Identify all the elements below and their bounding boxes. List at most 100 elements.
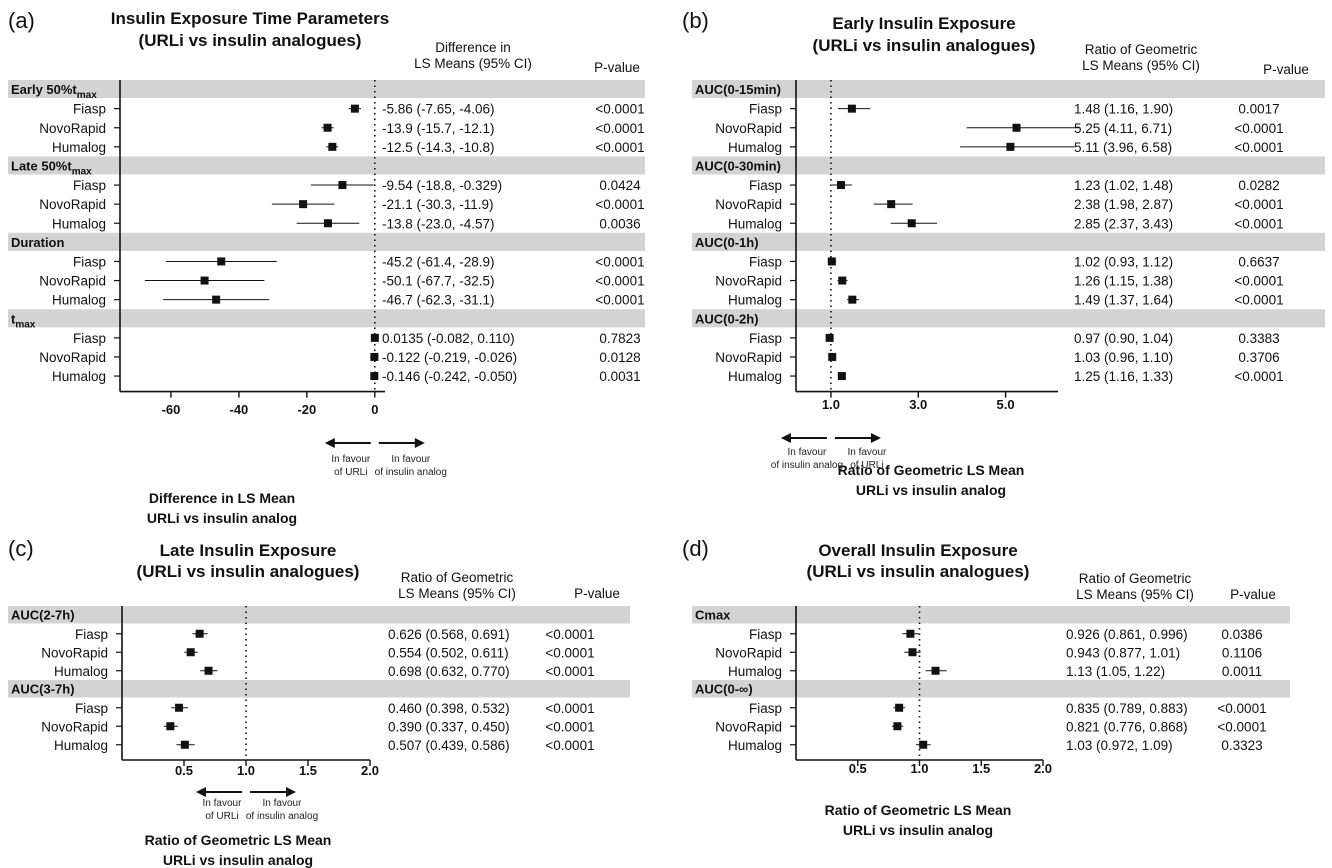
group-band [692, 606, 1290, 624]
row-label: Humalog [52, 293, 106, 308]
x-axis-label: URLi vs insulin analog [843, 822, 993, 838]
p-value-text: 0.0282 [1238, 178, 1279, 193]
estimate-text: -0.146 (-0.242, -0.050) [382, 369, 517, 384]
point-estimate [887, 200, 896, 209]
estimate-text: 5.25 (4.11, 6.71) [1074, 121, 1172, 136]
row-label: Humalog [728, 369, 782, 384]
point-estimate [166, 722, 175, 731]
p-value-text: <0.0001 [545, 645, 594, 660]
estimate-text: 2.85 (2.37, 3.43) [1074, 216, 1173, 231]
x-tick-label: -40 [230, 402, 249, 417]
x-axis-label: Ratio of Geometric LS Mean [825, 802, 1012, 818]
point-estimate [350, 104, 359, 113]
estimate-text: -46.7 (-62.3, -31.1) [382, 293, 495, 308]
estimate-column-header: LS Means (95% CI) [1076, 587, 1194, 602]
group-band [692, 309, 1325, 328]
p-value-text: 0.0031 [599, 369, 640, 384]
point-estimate [323, 219, 332, 228]
p-value-text: <0.0001 [595, 102, 644, 117]
point-estimate [204, 666, 213, 675]
row-label: NovoRapid [715, 719, 782, 734]
point-estimate [825, 333, 834, 342]
group-label-main: Duration [11, 235, 65, 250]
row-label: Humalog [54, 738, 108, 753]
row-label: NovoRapid [715, 197, 782, 212]
row-label: Humalog [728, 293, 782, 308]
chart-title: (URLi vs insulin analogues) [139, 31, 362, 50]
point-estimate [195, 629, 204, 638]
point-estimate [931, 666, 940, 675]
group-label: Late 50%tmax [11, 159, 92, 178]
p-value-text: 0.7823 [599, 331, 640, 346]
group-label-main: Late 50%t [11, 159, 72, 174]
group-label: Cmax [695, 608, 731, 623]
point-estimate [370, 352, 379, 361]
group-label-main: AUC(0-1h) [695, 235, 759, 250]
estimate-text: 0.626 (0.568, 0.691) [388, 627, 510, 642]
p-value-text: 0.0424 [599, 178, 641, 193]
estimate-text: 1.23 (1.02, 1.48) [1074, 178, 1173, 193]
estimate-text: 1.03 (0.972, 1.09) [1066, 738, 1173, 753]
group-label-main: t [11, 311, 16, 326]
panel-letter: (d) [682, 536, 709, 561]
p-value-text: <0.0001 [1234, 121, 1283, 136]
p-value-text: <0.0001 [595, 140, 644, 155]
p-value-text: <0.0001 [545, 664, 594, 679]
point-estimate [217, 257, 226, 266]
x-axis-label: URLi vs insulin analog [856, 482, 1006, 498]
favour-left-text: In favour [331, 454, 371, 465]
favour-left-text: In favour [203, 798, 243, 809]
panel-letter: (b) [682, 8, 709, 33]
p-value-text: <0.0001 [595, 293, 644, 308]
p-value-text: 0.0011 [1222, 664, 1262, 679]
group-label-main: AUC(0-15min) [695, 82, 781, 97]
row-label: Humalog [52, 140, 106, 155]
point-estimate [212, 295, 221, 304]
p-value-text: <0.0001 [595, 254, 644, 269]
estimate-column-header: LS Means (95% CI) [414, 56, 532, 71]
favour-right-text: In favour [847, 447, 887, 458]
x-axis-label: Difference in LS Mean [149, 490, 295, 506]
point-estimate [919, 740, 928, 749]
group-band [8, 80, 645, 99]
x-tick-label: 3.0 [909, 397, 927, 412]
group-band [692, 156, 1325, 175]
panel-a: (a) Insulin Exposure Time Parameters (URLi… [8, 8, 645, 526]
p-value-text: <0.0001 [1217, 701, 1266, 716]
p-value-text: <0.0001 [595, 197, 644, 212]
group-band [692, 80, 1325, 99]
p-value-text: <0.0001 [1234, 140, 1283, 155]
row-label: Fiasp [749, 254, 782, 269]
x-tick-label: -60 [162, 402, 181, 417]
point-estimate [328, 142, 337, 151]
estimate-text: 1.25 (1.16, 1.33) [1074, 369, 1173, 384]
point-estimate [893, 722, 902, 731]
point-estimate [847, 104, 856, 113]
estimate-text: 0.835 (0.789, 0.883) [1066, 701, 1188, 716]
estimate-text: 0.943 (0.877, 1.01) [1066, 645, 1180, 660]
estimate-text: -13.9 (-15.7, -12.1) [382, 121, 495, 136]
x-tick-label: 1.0 [822, 397, 840, 412]
group-label-main: AUC(2-7h) [11, 608, 75, 623]
row-label: Fiasp [73, 254, 106, 269]
panel-c: (c) Late Insulin Exposure (URLi vs insulin… [8, 536, 630, 868]
estimate-text: 0.460 (0.398, 0.532) [388, 701, 510, 716]
estimate-text: 1.02 (0.93, 1.12) [1074, 254, 1173, 269]
row-label: Humalog [52, 216, 106, 231]
p-value-text: 0.0017 [1238, 102, 1279, 117]
p-value-column-header: P-value [1263, 62, 1309, 77]
group-label-main: AUC(0-∞) [695, 682, 753, 697]
p-value-text: <0.0001 [545, 719, 594, 734]
row-label: NovoRapid [39, 197, 106, 212]
group-label: Early 50%tmax [11, 82, 97, 101]
chart-title: (URLi vs insulin analogues) [137, 562, 360, 581]
point-estimate [175, 703, 184, 712]
favour-left-arrowhead [780, 433, 791, 443]
p-value-column-header: P-value [574, 586, 620, 601]
favour-right-text: of insulin analog [375, 467, 447, 478]
x-tick-label: 2.0 [361, 763, 379, 778]
chart-title: (URLi vs insulin analogues) [807, 562, 1030, 581]
x-tick-label: 2.0 [1034, 761, 1052, 776]
estimate-text: 1.13 (1.05, 1.22) [1066, 664, 1165, 679]
